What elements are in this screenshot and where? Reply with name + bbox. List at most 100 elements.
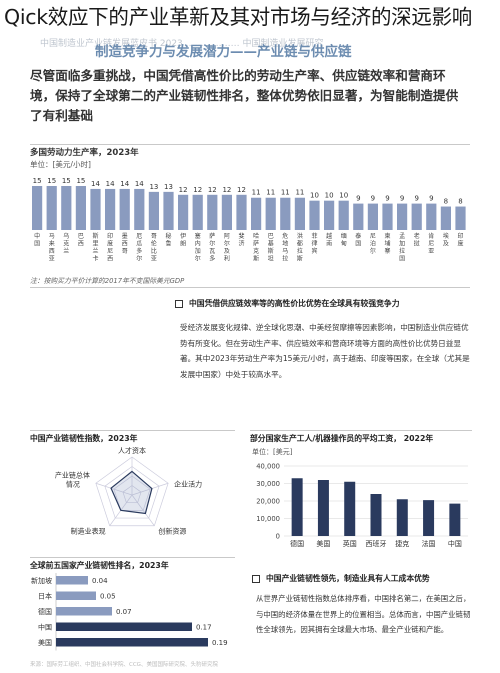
productivity-value-label: 12 <box>222 186 231 194</box>
rank-category-label: 新加坡 <box>31 576 52 585</box>
productivity-category-label: 洪都拉斯 <box>297 232 303 263</box>
productivity-value-label: 15 <box>47 177 56 185</box>
productivity-bar <box>221 194 232 230</box>
productivity-value-label: 10 <box>325 192 334 200</box>
productivity-category-label: 缅甸 <box>341 232 347 248</box>
radar-label: 创新资源 <box>158 527 186 536</box>
productivity-bar <box>61 186 72 230</box>
rank-category-label: 德国 <box>38 607 52 616</box>
productivity-value-label: 14 <box>135 180 144 188</box>
wage-bar <box>423 500 435 536</box>
productivity-bar <box>426 203 437 230</box>
productivity-bar <box>367 203 378 230</box>
rank-category-label: 日本 <box>38 592 52 601</box>
productivity-bar <box>75 186 86 230</box>
productivity-category-label: 泰国 <box>355 232 361 248</box>
rank-bar <box>56 622 192 631</box>
radar-axis <box>95 482 133 496</box>
wage-chart-unit: 单位：[美元] <box>252 448 293 456</box>
productivity-category-label: 孟加拉国 <box>399 232 405 263</box>
radar-label: 企业活力 <box>174 479 202 488</box>
radar-axis <box>131 482 169 496</box>
radar-label: 人才资本 <box>118 446 146 455</box>
productivity-bar <box>207 194 218 230</box>
productivity-value-label: 12 <box>179 186 188 194</box>
productivity-bar-chart: 15 中国 15 马来西亚 15 乌克兰 15 巴西 14 斯里兰卡 14 印度尼西 14 墨西哥 14 厄瓜… <box>32 177 466 263</box>
productivity-category-label: 厄瓜多尔 <box>136 233 142 263</box>
productivity-bar <box>324 200 335 230</box>
radar-label: 产业链总体情况 <box>55 470 90 488</box>
productivity-value-label: 9 <box>414 195 418 203</box>
rank-value-label: 0.05 <box>100 593 116 601</box>
productivity-bar <box>294 197 305 230</box>
productivity-value-label: 14 <box>91 180 100 188</box>
productivity-value-label: 8 <box>458 198 462 206</box>
rank-bar <box>56 591 96 600</box>
faint-header: 中国制造业产业链发展蓝皮书 2023 ……………… 中国制造业发展研究 <box>40 39 324 49</box>
productivity-bar <box>105 188 116 230</box>
productivity-category-label: 塞内加尔 <box>195 232 201 263</box>
checkbox-icon <box>175 300 183 308</box>
radar-axis <box>131 494 155 526</box>
productivity-category-label: 埃及 <box>443 232 449 248</box>
wage-bar <box>396 499 408 536</box>
productivity-value-label: 15 <box>33 177 42 185</box>
productivity-value-label: 11 <box>281 189 290 197</box>
productivity-category-label: 危地马拉 <box>282 232 288 263</box>
productivity-value-label: 15 <box>76 177 85 185</box>
productivity-bar <box>440 206 451 230</box>
wage-category-label: 捷克 <box>395 539 409 548</box>
productivity-category-label: 哥伦比亚 <box>151 233 157 263</box>
productivity-value-label: 11 <box>266 189 275 197</box>
productivity-bar <box>382 203 393 230</box>
productivity-bar <box>411 203 422 230</box>
productivity-bar <box>309 200 320 230</box>
headline: Qick效应下的产业革新及其对市场与经济的深远影响 <box>4 5 472 29</box>
productivity-category-label: 老挝 <box>414 232 420 248</box>
wage-chart-title: 部分国家生产工人/机器操作员的平均工资， 2022年 <box>250 434 434 443</box>
rank-value-label: 0.04 <box>92 577 108 585</box>
productivity-chart-title: 多国劳动力生产率，2023年 <box>30 148 139 158</box>
wage-bar <box>370 494 382 536</box>
productivity-value-label: 15 <box>62 177 71 185</box>
rank-value-label: 0.07 <box>116 608 132 616</box>
productivity-category-label: 巴基斯坦 <box>268 233 274 263</box>
productivity-category-label: 乌克兰 <box>63 232 69 255</box>
wage-category-label: 德国 <box>290 539 304 548</box>
rank-value-label: 0.17 <box>196 624 212 632</box>
productivity-value-label: 13 <box>149 183 158 191</box>
rank-value-label: 0.19 <box>212 639 228 647</box>
wage-category-label: 中国 <box>448 539 462 548</box>
productivity-category-label: 肯尼亚 <box>428 232 434 255</box>
wage-category-label: 美国 <box>316 539 330 548</box>
productivity-value-label: 9 <box>371 195 375 203</box>
radar-grid <box>122 485 142 504</box>
productivity-bar <box>148 191 159 230</box>
productivity-category-label: 中国 <box>34 232 40 248</box>
productivity-bar <box>119 188 130 230</box>
productivity-value-label: 9 <box>429 195 433 203</box>
wage-category-label: 法国 <box>422 539 436 548</box>
productivity-category-label: 印度尼西 <box>107 233 113 263</box>
productivity-value-label: 12 <box>208 186 217 194</box>
productivity-value-label: 13 <box>164 183 173 191</box>
productivity-bar <box>265 197 276 230</box>
productivity-category-label: 尼泊尔 <box>370 233 376 255</box>
productivity-value-label: 12 <box>193 186 202 194</box>
productivity-category-label: 阿尔及利 <box>224 232 230 263</box>
productivity-value-label: 14 <box>120 180 129 188</box>
wage-tick-label: 40,000 <box>256 463 280 471</box>
checkbox-icon <box>252 575 260 583</box>
rank-chart-title: 全球前五国家产业链韧性排名，2023年 <box>30 561 169 570</box>
productivity-bar <box>90 188 101 230</box>
productivity-bar <box>163 191 174 230</box>
radar-label: 制造业表现 <box>71 527 106 536</box>
radar-grid <box>95 456 169 527</box>
wage-bar <box>291 478 303 536</box>
productivity-category-label: 巴西 <box>78 233 84 248</box>
productivity-category-label: 伊朗 <box>180 232 186 248</box>
productivity-category-label: 秘鲁 <box>165 232 171 248</box>
productivity-value-label: 10 <box>310 192 319 200</box>
productivity-value-label: 9 <box>356 195 360 203</box>
